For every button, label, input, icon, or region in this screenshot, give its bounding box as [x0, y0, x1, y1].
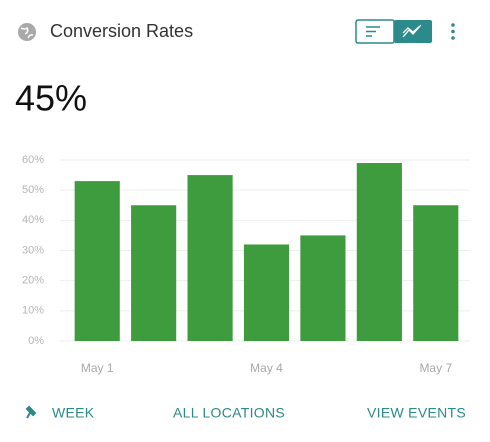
bar: [300, 235, 346, 341]
bar: [131, 205, 177, 341]
more-menu[interactable]: [451, 23, 455, 40]
x-tick-label: May 4: [250, 361, 283, 375]
y-tick-label: 10%: [22, 305, 44, 317]
y-tick-label: 0%: [28, 335, 44, 347]
list-icon: [366, 26, 380, 37]
bar: [356, 163, 402, 341]
locations-link[interactable]: ALL LOCATIONS: [173, 405, 285, 421]
events-link[interactable]: VIEW EVENTS: [367, 405, 466, 421]
bar: [243, 244, 290, 341]
x-tick-label: May 1: [81, 361, 114, 375]
bar: [187, 175, 233, 341]
title: Conversion Rates: [50, 21, 193, 41]
pin-icon: [25, 405, 37, 419]
y-tick-label: 50%: [22, 184, 44, 196]
chart-icon: [402, 24, 422, 38]
x-tick-label: May 7: [419, 361, 452, 375]
headline-value: 45%: [15, 78, 87, 119]
y-tick-label: 20%: [22, 275, 44, 287]
globe-detail: [20, 26, 34, 39]
week-link[interactable]: WEEK: [52, 405, 95, 421]
y-tick-label: 40%: [22, 214, 44, 226]
bar: [74, 181, 120, 341]
y-tick-label: 30%: [22, 244, 44, 256]
bar: [413, 205, 459, 341]
plot: 0% 10% 20% 30% 40% 50% 60% May 1 May 4 May 7: [22, 154, 470, 375]
y-tick-label: 60%: [22, 154, 44, 166]
